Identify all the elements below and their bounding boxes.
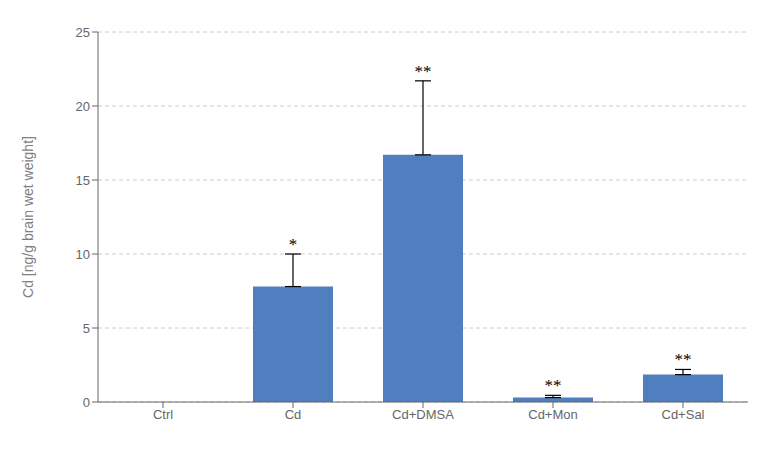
svg-text:15: 15 [76,173,90,188]
svg-text:5: 5 [83,321,90,336]
svg-text:**: ** [415,62,432,81]
svg-text:**: ** [675,350,692,369]
svg-text:Cd [ng/g brain wet weight]: Cd [ng/g brain wet weight] [20,136,36,298]
svg-text:Cd+Sal: Cd+Sal [662,407,705,422]
svg-text:Cd+Mon: Cd+Mon [528,407,578,422]
svg-text:*: * [289,235,298,254]
svg-text:Cd: Cd [285,407,302,422]
svg-text:0: 0 [83,395,90,410]
svg-text:Ctrl: Ctrl [153,407,173,422]
svg-text:Cd+DMSA: Cd+DMSA [392,407,454,422]
svg-text:10: 10 [76,247,90,262]
svg-text:20: 20 [76,99,90,114]
svg-text:**: ** [545,376,562,395]
svg-text:25: 25 [76,25,90,40]
